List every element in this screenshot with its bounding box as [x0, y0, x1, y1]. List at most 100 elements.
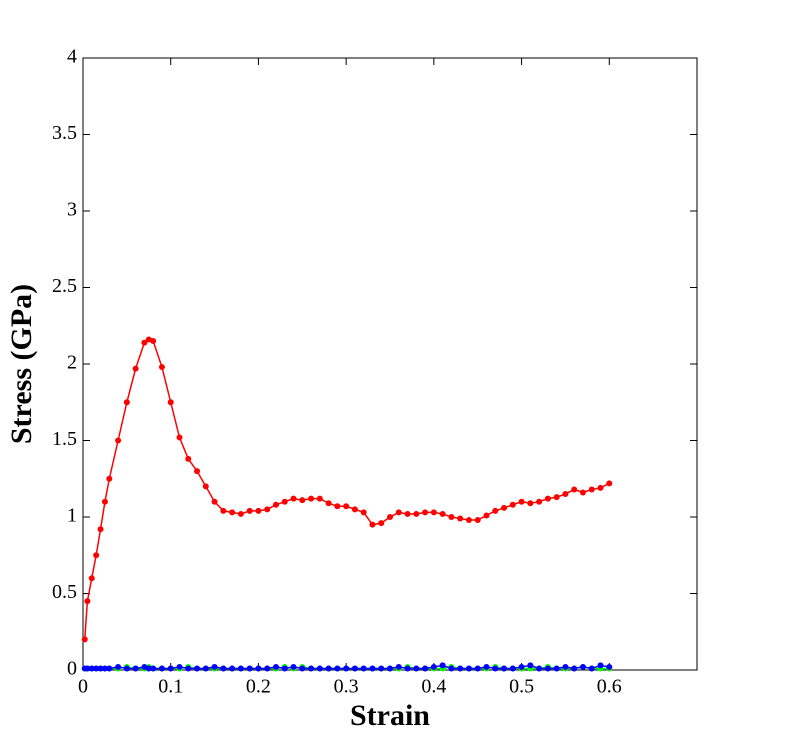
data-point	[404, 665, 411, 672]
data-point	[325, 500, 332, 507]
data-point	[167, 665, 174, 672]
data-point	[220, 665, 227, 672]
data-point	[84, 598, 91, 605]
data-point	[255, 507, 262, 514]
data-point	[536, 665, 543, 672]
data-point	[316, 495, 323, 502]
data-point	[465, 517, 472, 524]
data-point	[387, 665, 393, 672]
data-point	[369, 665, 376, 672]
data-point	[439, 510, 446, 517]
data-point	[299, 497, 306, 504]
data-point	[194, 665, 201, 672]
data-point	[255, 665, 262, 672]
data-point	[588, 486, 595, 493]
data-point	[132, 365, 139, 372]
data-point	[93, 665, 100, 672]
data-point	[211, 663, 218, 670]
data-point	[474, 665, 481, 672]
data-point	[509, 501, 516, 508]
data-point	[439, 662, 446, 669]
data-point	[571, 486, 578, 493]
data-point	[501, 504, 508, 511]
data-point	[115, 437, 122, 444]
data-point	[220, 507, 227, 514]
data-point	[395, 663, 402, 670]
x-tick-label: 0.2	[246, 676, 271, 698]
series-line	[84, 338, 610, 640]
data-point	[150, 665, 157, 672]
data-point	[88, 575, 95, 582]
data-point	[106, 475, 113, 482]
data-point	[351, 506, 358, 513]
data-point	[509, 665, 516, 672]
x-tick-label: 0.5	[509, 676, 534, 698]
data-point	[281, 498, 288, 505]
data-point	[290, 495, 297, 502]
x-tick-label: 0.4	[421, 676, 446, 698]
data-point	[413, 510, 420, 517]
data-point	[167, 399, 174, 406]
data-point	[88, 665, 95, 672]
data-point	[518, 663, 525, 670]
data-point	[457, 515, 464, 522]
data-point	[145, 665, 152, 672]
data-point	[360, 509, 367, 516]
data-point	[343, 665, 350, 672]
data-point	[93, 552, 100, 559]
data-point	[246, 507, 253, 514]
data-point	[237, 510, 244, 517]
x-tick-label: 0.3	[334, 676, 359, 698]
data-point	[308, 665, 315, 672]
data-point	[185, 455, 192, 462]
data-point	[387, 514, 393, 520]
y-axis-title: Stress (GPa)	[5, 284, 38, 444]
data-point	[334, 503, 341, 510]
x-tick-label: 0.1	[158, 676, 183, 698]
data-point	[465, 665, 472, 672]
data-point	[246, 665, 253, 672]
data-point	[264, 665, 271, 672]
data-point	[97, 665, 104, 672]
y-tick-label: 1	[67, 505, 77, 527]
data-point	[369, 521, 376, 528]
data-point	[272, 663, 279, 670]
data-point	[395, 509, 402, 516]
data-point	[588, 665, 595, 672]
data-point	[606, 663, 613, 670]
plot-frame	[82, 57, 698, 671]
data-point	[527, 500, 534, 507]
y-tick-label: 2	[67, 352, 77, 374]
data-point	[101, 498, 108, 505]
data-point	[457, 665, 464, 672]
y-tick-label: 0.5	[52, 581, 77, 603]
data-point	[597, 484, 604, 491]
data-point	[562, 663, 569, 670]
data-point	[448, 665, 455, 672]
data-point	[97, 526, 104, 533]
y-tick-label: 3	[67, 199, 77, 221]
y-tick-label: 3.5	[52, 122, 77, 144]
data-point	[378, 665, 385, 672]
data-point	[483, 663, 490, 670]
data-point	[404, 510, 411, 517]
data-point	[316, 665, 323, 672]
data-point	[430, 509, 437, 516]
data-point	[343, 503, 350, 510]
y-tick-label: 2.5	[52, 275, 77, 297]
data-point	[123, 399, 130, 406]
data-point	[132, 665, 139, 672]
data-point	[150, 338, 157, 345]
data-point	[334, 665, 341, 672]
y-tick-label: 0	[67, 658, 77, 680]
data-point	[123, 665, 130, 672]
data-point	[237, 665, 244, 672]
data-point	[81, 636, 88, 643]
data-point	[492, 507, 499, 514]
y-tick-label: 4	[67, 46, 77, 68]
data-point	[106, 665, 113, 672]
data-point	[474, 517, 481, 524]
data-point	[101, 665, 108, 672]
